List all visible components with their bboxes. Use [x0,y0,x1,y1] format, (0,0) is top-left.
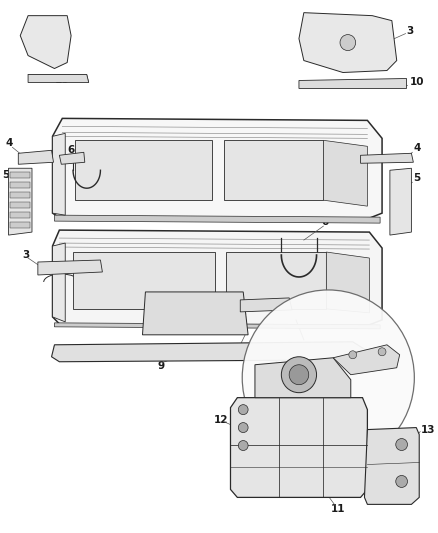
Polygon shape [11,192,30,198]
Circle shape [396,439,407,450]
Polygon shape [390,168,411,235]
Circle shape [238,441,248,450]
Text: 6: 6 [321,217,328,227]
Polygon shape [75,140,212,200]
Polygon shape [73,252,215,309]
Text: 4: 4 [6,139,13,148]
Text: 9: 9 [157,361,164,371]
Text: 2: 2 [233,353,240,363]
Polygon shape [53,243,65,322]
Circle shape [238,423,248,433]
Text: 3: 3 [406,26,414,36]
Circle shape [242,290,414,465]
Polygon shape [326,252,369,313]
Polygon shape [333,345,399,375]
Polygon shape [54,323,380,329]
Polygon shape [224,140,323,200]
Polygon shape [18,150,53,164]
Text: 12: 12 [214,415,228,425]
Polygon shape [230,398,367,497]
Polygon shape [299,78,406,88]
Polygon shape [52,342,365,362]
Polygon shape [11,212,30,218]
Circle shape [281,357,317,393]
Circle shape [289,365,309,385]
Text: 6: 6 [67,146,74,155]
Polygon shape [255,358,351,398]
Circle shape [238,405,248,415]
Polygon shape [53,230,382,325]
Text: 5: 5 [3,170,10,180]
Text: 5: 5 [413,173,420,183]
Polygon shape [8,168,32,235]
Polygon shape [53,118,382,218]
Polygon shape [20,15,71,69]
Text: 4: 4 [413,143,421,154]
Circle shape [378,348,386,356]
Polygon shape [28,75,89,83]
Polygon shape [53,133,65,215]
Polygon shape [299,13,397,72]
Text: 10: 10 [410,77,424,87]
Polygon shape [226,252,326,309]
Polygon shape [11,202,30,208]
Polygon shape [240,298,292,312]
Polygon shape [11,172,30,178]
Text: 3: 3 [286,371,293,381]
Text: 3: 3 [22,250,29,260]
Polygon shape [11,182,30,188]
Polygon shape [360,154,413,163]
Circle shape [349,351,357,359]
Polygon shape [11,222,30,228]
Text: 1: 1 [245,290,252,300]
Circle shape [340,35,356,51]
Text: 3: 3 [22,26,29,36]
Text: 10: 10 [54,76,69,85]
Text: 11: 11 [331,504,346,514]
Polygon shape [142,292,248,335]
Polygon shape [323,140,367,206]
Polygon shape [38,260,102,275]
Text: 13: 13 [421,425,436,434]
Circle shape [396,475,407,487]
Polygon shape [364,427,419,504]
Polygon shape [54,215,380,223]
Polygon shape [60,152,85,164]
